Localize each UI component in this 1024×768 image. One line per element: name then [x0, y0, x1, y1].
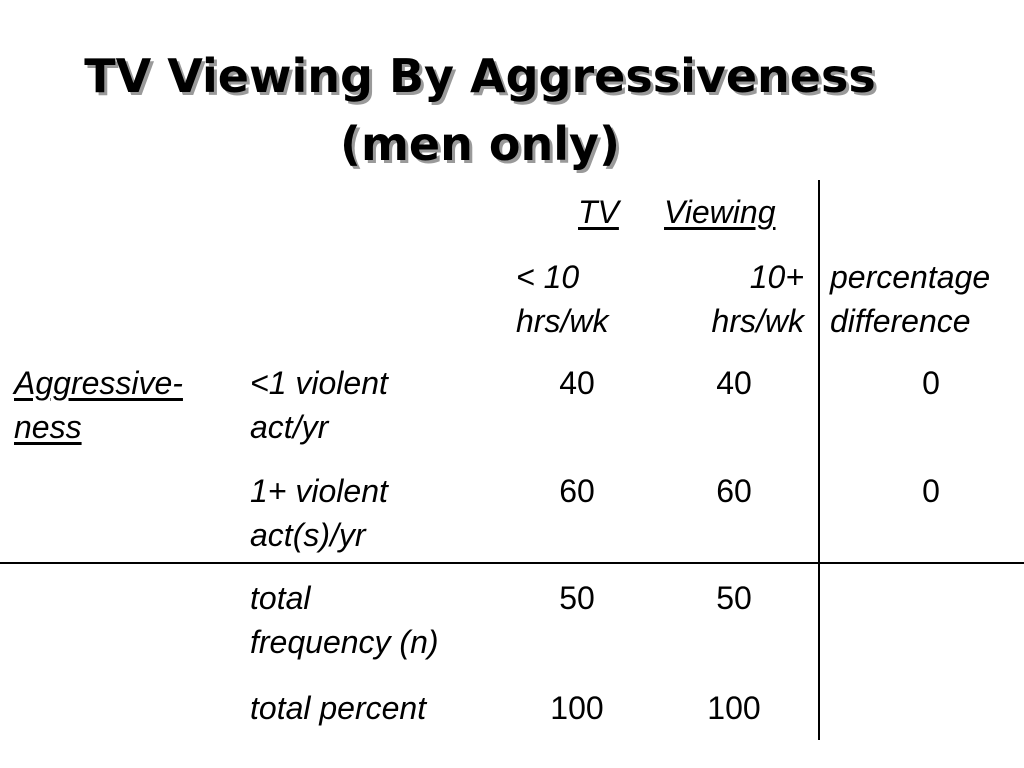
header-group-tv: TV	[578, 194, 619, 230]
cell-difference: 0	[922, 365, 940, 401]
cell-value: 40	[716, 365, 752, 401]
header-col-under-10: < 10 hrs/wk	[516, 259, 609, 339]
total-value: 100	[707, 690, 761, 726]
slide-title: TV Viewing By Aggressiveness (men only)	[0, 42, 960, 178]
header-group-viewing: Viewing	[664, 194, 776, 230]
cell-difference: 0	[922, 473, 940, 509]
row-group-label: Aggressive- ness	[14, 365, 183, 445]
cell-value: 40	[559, 365, 595, 401]
header-col-10-plus: 10+ hrs/wk	[711, 259, 804, 339]
row-label-total-frequency: total frequency (n)	[250, 580, 439, 660]
header-col-percentage-difference: percentage difference	[830, 259, 991, 339]
vertical-divider	[818, 180, 820, 740]
cell-value: 60	[716, 473, 752, 509]
total-value: 50	[716, 580, 752, 616]
row-label-1-plus-violent: 1+ violent act(s)/yr	[250, 473, 388, 553]
row-label-under-1-violent: <1 violent act/yr	[250, 365, 388, 445]
total-value: 100	[550, 690, 604, 726]
row-label-total-percent: total percent	[250, 690, 427, 726]
horizontal-divider	[0, 562, 1024, 564]
title-line-1: TV Viewing By Aggressiveness	[84, 49, 876, 103]
total-value: 50	[559, 580, 595, 616]
cell-value: 60	[559, 473, 595, 509]
title-line-2: (men only)	[339, 117, 621, 171]
